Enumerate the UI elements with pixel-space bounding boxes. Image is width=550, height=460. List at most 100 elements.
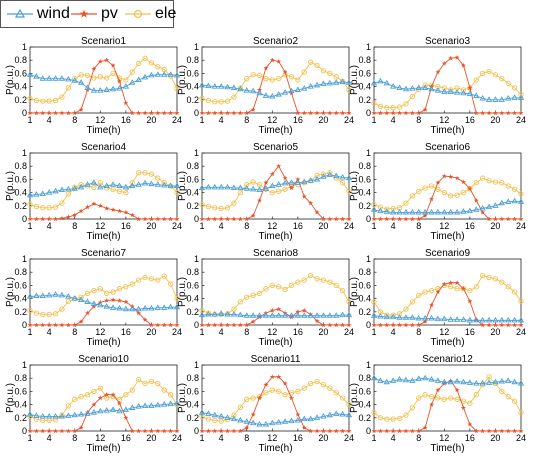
series-line-ele <box>201 381 350 422</box>
data-point-pv <box>492 110 498 116</box>
series-line-ele <box>373 376 522 420</box>
data-point-wind <box>45 189 53 195</box>
data-point-ele <box>499 388 505 395</box>
data-point-wind <box>161 401 168 407</box>
data-point-wind <box>167 182 174 189</box>
data-point-wind <box>498 316 506 323</box>
y-tick-label: 0.4 <box>358 188 371 198</box>
data-point-ele <box>65 85 71 91</box>
series-line-ele <box>29 57 178 102</box>
data-point-wind <box>479 316 486 323</box>
data-point-pv <box>492 322 498 328</box>
data-point-pv <box>85 310 90 316</box>
subplot-6 <box>370 152 525 222</box>
data-point-wind <box>269 312 276 318</box>
data-point-wind <box>198 184 206 191</box>
x-tick-label: 4 <box>47 433 52 443</box>
data-point-pv <box>53 428 59 434</box>
series-line-ele <box>373 274 522 316</box>
data-point-pv <box>142 428 148 434</box>
y-tick-label: 1 <box>194 42 199 52</box>
data-point-wind <box>313 81 321 88</box>
data-point-pv <box>289 395 294 401</box>
x-tick-label: 8 <box>416 433 421 443</box>
data-point-pv <box>416 428 422 434</box>
y-tick-label: 0.6 <box>358 386 371 396</box>
data-point-wind <box>473 379 480 386</box>
data-point-pv <box>65 428 71 434</box>
data-point-wind <box>517 316 525 323</box>
data-point-wind <box>230 84 238 90</box>
axes-box <box>373 364 522 432</box>
x-tick-label: 4 <box>219 115 224 125</box>
data-point-ele <box>129 387 135 393</box>
data-point-wind <box>421 314 429 321</box>
y-tick-label: 0.6 <box>358 68 371 78</box>
data-point-ele <box>327 385 333 391</box>
data-point-pv <box>117 78 122 84</box>
data-point-wind <box>281 418 289 424</box>
data-point-pv <box>409 428 415 434</box>
subplot-title: Scenario10 <box>78 354 129 365</box>
data-point-wind <box>65 75 72 82</box>
data-point-pv <box>129 110 135 116</box>
data-point-wind <box>473 206 480 212</box>
data-point-wind <box>288 417 295 424</box>
data-point-wind <box>230 310 238 317</box>
data-point-pv <box>333 216 339 222</box>
data-point-ele <box>212 205 218 211</box>
data-point-wind <box>148 402 155 408</box>
data-point-wind <box>141 402 149 408</box>
data-point-pv <box>371 110 377 116</box>
data-point-wind <box>148 180 155 187</box>
x-tick-label: 12 <box>439 115 449 125</box>
data-point-wind <box>333 172 340 179</box>
data-point-pv <box>467 421 473 427</box>
data-point-wind <box>173 182 181 189</box>
data-point-wind <box>262 420 270 427</box>
data-point-wind <box>370 206 378 212</box>
data-point-wind <box>466 207 474 214</box>
x-tick-label: 1 <box>199 115 204 125</box>
data-point-pv <box>148 216 154 222</box>
data-point-ele <box>91 288 97 294</box>
axes-box <box>201 46 350 114</box>
axes-box <box>373 152 522 220</box>
data-point-wind <box>301 85 308 91</box>
y-tick-label: 0.8 <box>186 55 199 65</box>
data-point-wind <box>269 182 276 189</box>
data-point-pv <box>282 69 288 75</box>
data-point-pv <box>371 322 377 328</box>
data-point-pv <box>231 322 237 328</box>
data-point-pv <box>168 428 174 434</box>
data-point-pv <box>72 212 78 218</box>
data-point-ele <box>256 290 263 296</box>
data-point-pv <box>91 201 97 206</box>
data-point-pv <box>257 87 262 92</box>
data-point-wind <box>97 301 104 308</box>
y-tick-label: 0 <box>194 426 199 436</box>
data-point-pv <box>250 319 256 324</box>
x-axis-label: Time(h) <box>258 443 292 454</box>
data-point-pv <box>499 322 505 328</box>
data-point-ele <box>142 170 148 176</box>
data-point-pv <box>205 216 211 222</box>
data-point-ele <box>65 403 71 409</box>
data-point-wind <box>122 406 130 412</box>
data-point-ele <box>308 59 314 65</box>
data-point-wind <box>345 174 353 181</box>
data-point-pv <box>512 428 518 434</box>
y-tick-label: 0.6 <box>186 386 199 396</box>
data-point-ele <box>473 77 479 83</box>
data-point-ele <box>40 98 46 104</box>
data-point-wind <box>116 85 123 91</box>
data-point-wind <box>122 183 130 190</box>
data-point-wind <box>415 208 422 215</box>
data-point-wind <box>249 419 257 426</box>
data-point-wind <box>441 88 448 94</box>
data-point-pv <box>269 171 275 177</box>
data-point-wind <box>230 184 238 191</box>
data-point-wind <box>205 82 212 88</box>
subplot-title: Scenario1 <box>81 36 126 47</box>
y-axis-label: P(p.u.) <box>349 383 360 413</box>
